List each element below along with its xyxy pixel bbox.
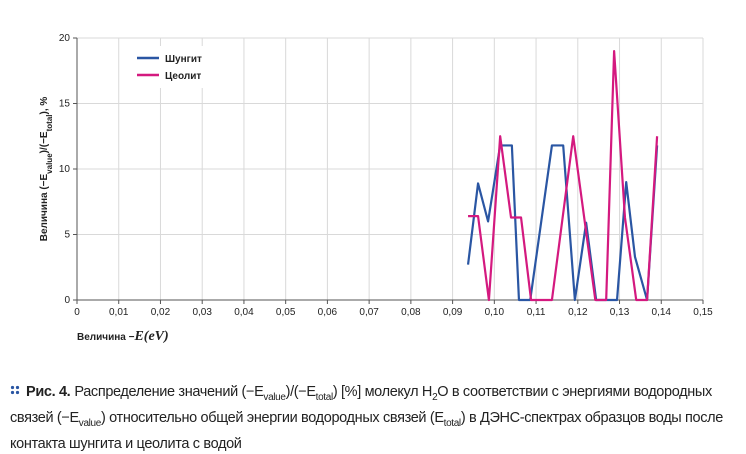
caption-part: ) [%] молекул H — [332, 384, 433, 400]
x-tick-label: 0,06 — [318, 307, 338, 318]
chart: 0 0,01 0,02 0,03 0,04 0,05 0,06 0,07 0,08 0,09 0,1… — [39, 33, 713, 344]
subscript: value — [263, 391, 286, 403]
y-tick-label: 0 — [64, 295, 70, 306]
y-axis-label: Величина (−Evalue)/(−Etotal), % — [39, 97, 54, 242]
y-tick-label: 5 — [64, 230, 70, 241]
caption-label: Рис. 4. — [26, 384, 71, 400]
x-axis-label: Величина −E(eV) — [77, 329, 169, 344]
caption-part: ) в ДЭНС-спектрах образцов воды после ко… — [10, 409, 723, 452]
label-part: ), % — [39, 97, 50, 115]
caption-text: Распределение значений (−Evalue)/(−Etota… — [10, 384, 723, 452]
subscript: total — [315, 391, 334, 403]
x-tick-label: 0,03 — [192, 307, 212, 318]
x-tick-label: 0,12 — [568, 307, 588, 318]
x-tick-label: 0,05 — [276, 307, 296, 318]
caption-part: )/(−E — [285, 384, 316, 400]
subscript: 2 — [432, 391, 438, 403]
subscript: total — [45, 115, 54, 132]
y-tick-label: 20 — [59, 33, 71, 44]
x-tick-label: 0 — [74, 307, 80, 318]
legend-label: Шунгит — [165, 54, 202, 65]
x-tick-label: 0,02 — [151, 307, 171, 318]
x-tick-label: 0,15 — [693, 307, 713, 318]
x-tick-label: 0,08 — [401, 307, 421, 318]
x-tick-label: 0,10 — [485, 307, 505, 318]
subscript: value — [45, 153, 54, 174]
caption-part: Распределение значений (−E — [74, 384, 264, 400]
bullet — [10, 385, 20, 395]
label-part: )/(−E — [39, 131, 50, 153]
caption-part: O в соответствии с энергиями водородных … — [10, 384, 712, 426]
label-part: E(eV) — [133, 329, 168, 344]
legend-box — [129, 46, 219, 88]
caption: Рис. 4. Распределение значений (−Evalue)/… — [10, 382, 736, 454]
x-tick-label: 0,13 — [610, 307, 630, 318]
legend-label: Цеолит — [165, 71, 201, 82]
x-tick-label: 0,11 — [527, 307, 546, 318]
x-tick-label: 0,14 — [652, 307, 672, 318]
label-part: Величина (−E — [39, 173, 50, 241]
subscript: value — [78, 417, 102, 429]
x-tick-label: 0,04 — [234, 307, 254, 318]
y-tick-label: 15 — [59, 99, 71, 110]
subscript: total — [443, 417, 462, 429]
x-tick-label: 0,01 — [109, 307, 129, 318]
caption-part: ) относительно общей энергии водородных … — [100, 409, 444, 426]
x-tick-label: 0,09 — [443, 307, 463, 318]
y-tick-label: 10 — [59, 164, 71, 175]
x-tick-label: 0,07 — [359, 307, 379, 318]
series-line — [468, 50, 659, 302]
label-part: Величина − — [77, 332, 135, 343]
